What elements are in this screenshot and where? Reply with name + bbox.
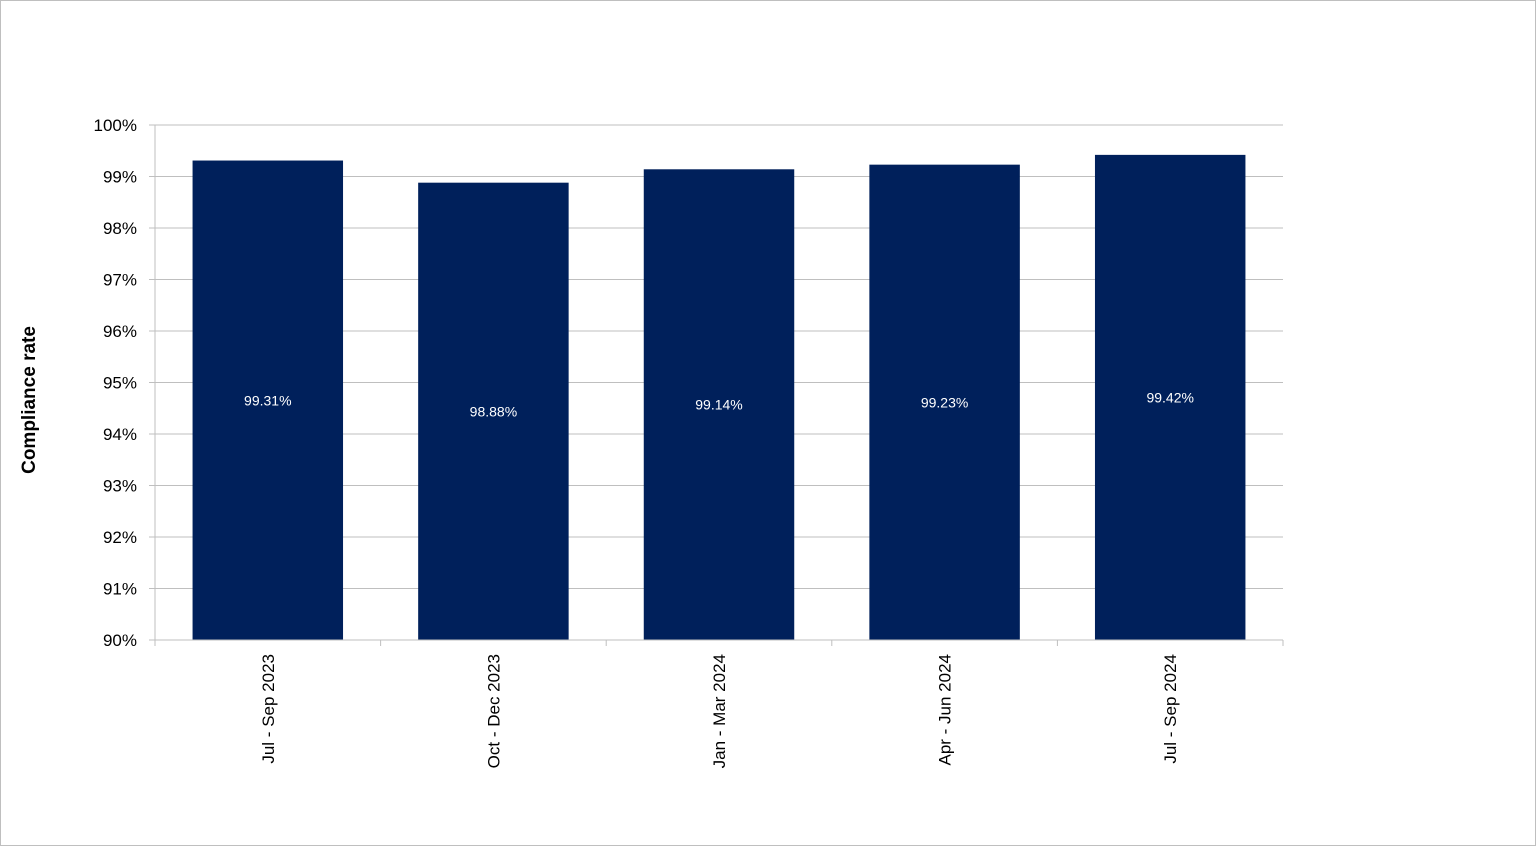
- y-tick-label: 92%: [103, 528, 137, 547]
- y-tick-label: 95%: [103, 374, 137, 393]
- y-tick-label: 90%: [103, 631, 137, 650]
- bar: [869, 164, 1020, 640]
- x-tick-label: Jul - Sep 2024: [1161, 654, 1180, 764]
- bar: [1094, 154, 1246, 640]
- data-label: 98.88%: [470, 403, 517, 419]
- x-tick-labels: Jul - Sep 2023 Oct - Dec 2023 Jan - Mar 20…: [259, 654, 1180, 768]
- x-tick-label: Oct - Dec 2023: [484, 654, 503, 768]
- bar: [643, 169, 795, 641]
- data-label: 99.14%: [695, 397, 742, 413]
- y-tick-label: 99%: [103, 168, 137, 187]
- y-tick-label: 94%: [103, 425, 137, 444]
- bar: [192, 160, 344, 640]
- axes: [149, 124, 1284, 646]
- y-tick-label: 91%: [103, 580, 137, 599]
- x-tick-label: Jul - Sep 2023: [259, 654, 278, 764]
- y-tick-label: 98%: [103, 219, 137, 238]
- x-tick-label: Apr - Jun 2024: [936, 654, 955, 766]
- x-tick-label: Jan - Mar 2024: [710, 654, 729, 768]
- y-tick-labels: 90% 91% 92% 93% 94% 95% 96% 97% 98% 99% 100%: [94, 116, 137, 650]
- bars: [192, 154, 1246, 641]
- y-tick-label: 97%: [103, 271, 137, 290]
- data-label: 99.31%: [244, 392, 291, 408]
- data-label: 99.23%: [921, 394, 968, 410]
- bar: [418, 182, 569, 640]
- data-label: 99.42%: [1146, 389, 1193, 405]
- y-axis-label: Compliance rate: [19, 326, 40, 474]
- data-labels: 99.31% 98.88% 99.14% 99.23% 99.42%: [244, 389, 1194, 419]
- y-tick-label: 96%: [103, 322, 137, 341]
- y-tick-label: 93%: [103, 477, 137, 496]
- y-tick-label: 100%: [94, 116, 137, 135]
